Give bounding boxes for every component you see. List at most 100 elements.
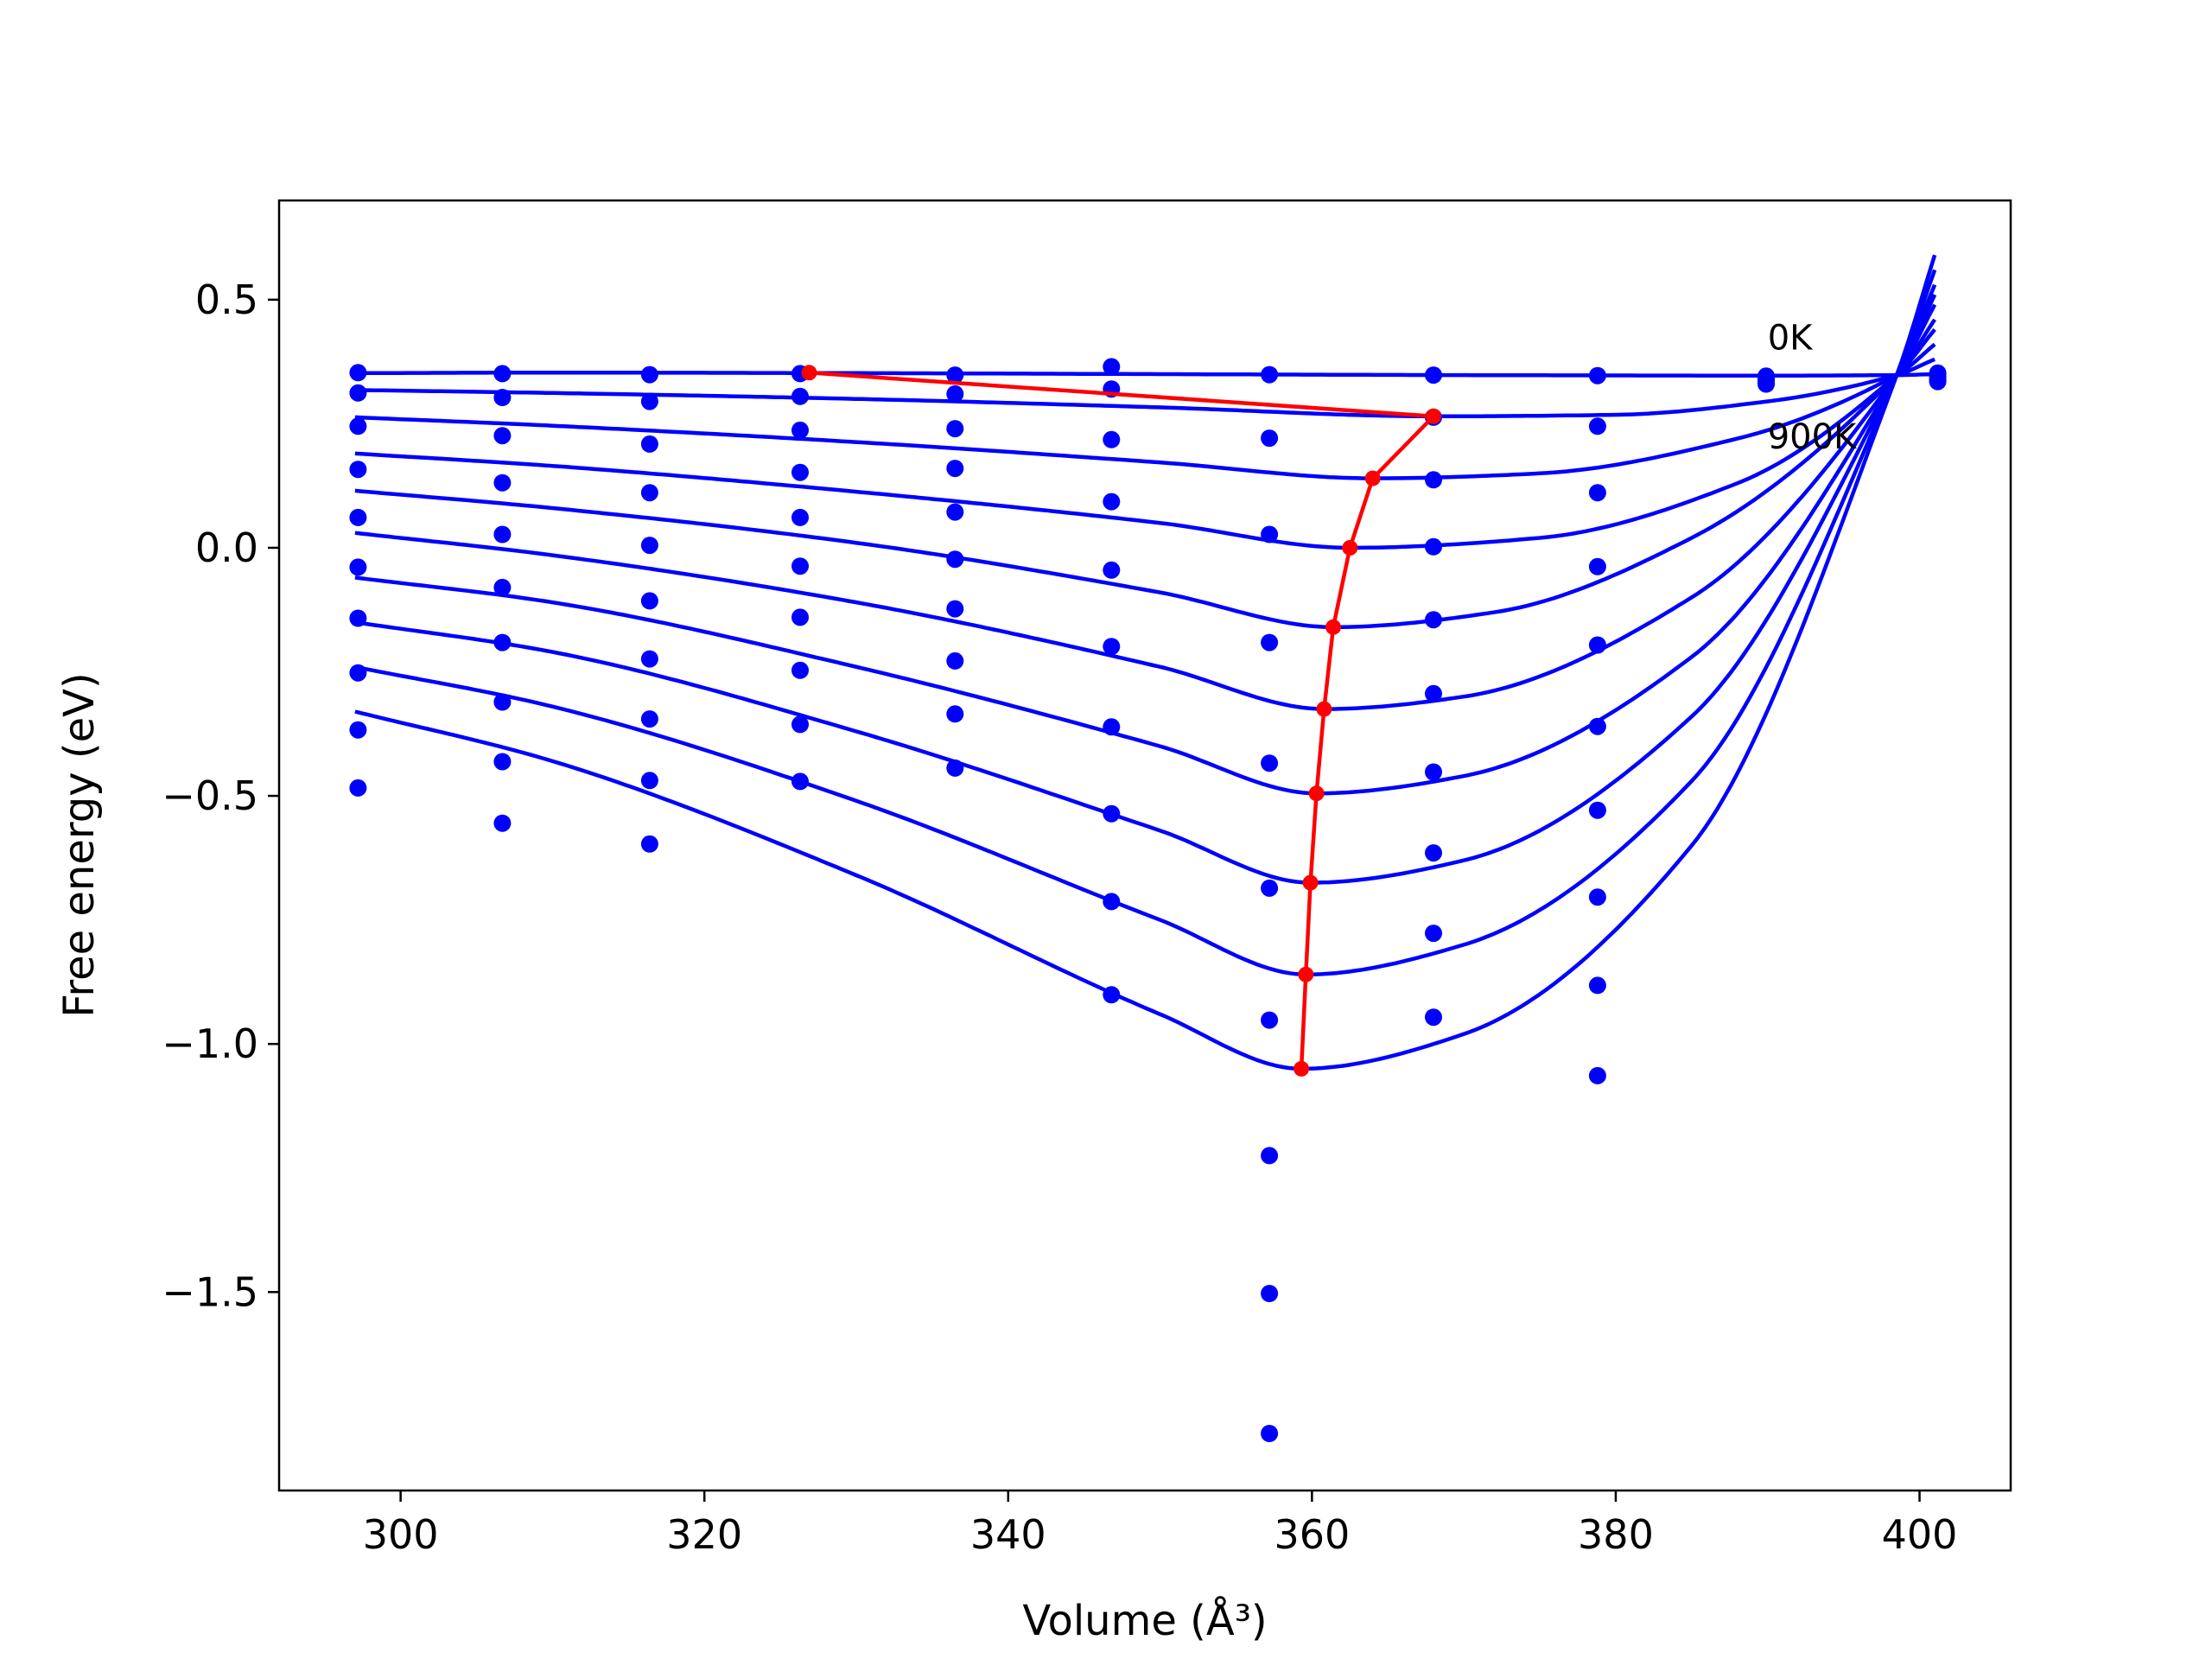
data-point bbox=[1425, 611, 1442, 629]
plot-area bbox=[279, 200, 2011, 1491]
data-point bbox=[493, 753, 512, 771]
data-point bbox=[1103, 718, 1121, 736]
minimum-point bbox=[1316, 701, 1332, 717]
data-point bbox=[640, 435, 658, 453]
x-tick-label: 380 bbox=[1578, 1511, 1654, 1558]
data-point bbox=[640, 537, 658, 555]
data-point bbox=[946, 420, 964, 438]
minimum-point bbox=[1342, 540, 1358, 556]
y-tick-label: −1.5 bbox=[162, 1268, 258, 1315]
data-point bbox=[349, 508, 367, 526]
x-axis-label: Volume (Å³) bbox=[1022, 1596, 1267, 1645]
fit-curve-1 bbox=[354, 357, 1936, 419]
data-point bbox=[1261, 525, 1279, 543]
fit-curve-9 bbox=[354, 254, 1937, 1071]
data-point bbox=[1103, 804, 1121, 823]
x-tick-label: 400 bbox=[1882, 1511, 1958, 1558]
data-point bbox=[1103, 430, 1121, 448]
data-point bbox=[946, 652, 964, 670]
y-axis: 0.5 0.0 −0.5 −1.0 −1.5 bbox=[162, 276, 279, 1315]
data-point bbox=[1425, 763, 1442, 781]
data-point bbox=[493, 814, 512, 832]
minimum-point bbox=[1298, 966, 1314, 982]
data-point bbox=[349, 609, 367, 627]
minimum-point bbox=[1426, 408, 1441, 424]
data-point bbox=[493, 389, 512, 406]
data-point bbox=[791, 557, 809, 575]
data-point bbox=[1588, 636, 1606, 654]
data-point bbox=[1588, 366, 1606, 385]
data-points bbox=[349, 358, 1947, 1442]
data-point bbox=[946, 759, 964, 777]
data-point bbox=[1588, 417, 1606, 435]
data-point bbox=[640, 650, 658, 668]
data-point bbox=[640, 835, 658, 853]
data-point bbox=[640, 392, 658, 410]
fit-curve-4 bbox=[354, 318, 1936, 630]
y-tick-label: −1.0 bbox=[162, 1020, 258, 1067]
minimum-path bbox=[801, 365, 1441, 1077]
data-point bbox=[1588, 557, 1606, 575]
data-point bbox=[1425, 844, 1442, 862]
annotation-1: 900K bbox=[1768, 417, 1858, 457]
data-point bbox=[791, 421, 809, 439]
fit-curve-2 bbox=[354, 342, 1936, 480]
data-point bbox=[946, 366, 964, 385]
data-point bbox=[1758, 375, 1775, 393]
data-point bbox=[640, 592, 658, 610]
fitted-curves bbox=[354, 254, 1937, 1071]
minimum-line bbox=[809, 371, 1436, 1070]
data-point bbox=[946, 550, 964, 569]
x-tick-label: 300 bbox=[363, 1511, 439, 1558]
annotation-0: 0K bbox=[1768, 318, 1814, 358]
data-point bbox=[1425, 537, 1442, 556]
data-point bbox=[493, 427, 512, 445]
fit-curve-3 bbox=[354, 327, 1936, 550]
data-point bbox=[349, 364, 367, 382]
data-point bbox=[1929, 372, 1947, 391]
data-point bbox=[1103, 986, 1121, 1004]
data-point bbox=[1588, 484, 1606, 502]
data-point bbox=[493, 693, 512, 711]
data-point bbox=[946, 460, 964, 478]
data-point bbox=[349, 664, 367, 682]
x-tick-label: 320 bbox=[666, 1511, 742, 1558]
data-point bbox=[791, 463, 809, 481]
data-point bbox=[1103, 561, 1121, 579]
minimum-point bbox=[1302, 874, 1319, 891]
data-point bbox=[1588, 888, 1606, 906]
data-point bbox=[1425, 366, 1442, 385]
fit-curve-6 bbox=[354, 294, 1937, 796]
data-point bbox=[493, 365, 512, 383]
x-tick-label: 360 bbox=[1274, 1511, 1350, 1558]
x-tick-label: 340 bbox=[970, 1511, 1046, 1558]
data-point bbox=[1261, 365, 1279, 384]
data-point bbox=[640, 365, 658, 384]
plot-frame bbox=[277, 199, 2012, 1492]
y-tick-label: 0.5 bbox=[195, 276, 258, 323]
data-point bbox=[1588, 1066, 1606, 1084]
data-point bbox=[1261, 754, 1279, 772]
fit-curve-8 bbox=[354, 269, 1937, 977]
annotations: 0K 900K bbox=[1768, 318, 1858, 457]
y-tick-label: −0.5 bbox=[162, 772, 258, 819]
minimum-point bbox=[801, 365, 817, 381]
data-point bbox=[640, 484, 658, 502]
data-point bbox=[946, 600, 964, 618]
data-point bbox=[349, 779, 367, 797]
data-point bbox=[791, 715, 809, 734]
data-point bbox=[1261, 1011, 1279, 1029]
minimum-point bbox=[1325, 619, 1341, 635]
data-point bbox=[349, 558, 367, 576]
data-point bbox=[791, 387, 809, 405]
data-point bbox=[946, 503, 964, 521]
data-point bbox=[349, 417, 367, 435]
data-point bbox=[349, 721, 367, 739]
data-point bbox=[791, 661, 809, 679]
data-point bbox=[493, 474, 512, 492]
data-point bbox=[946, 705, 964, 723]
data-point bbox=[493, 525, 512, 543]
data-point bbox=[1261, 1147, 1279, 1165]
data-point bbox=[349, 384, 367, 402]
